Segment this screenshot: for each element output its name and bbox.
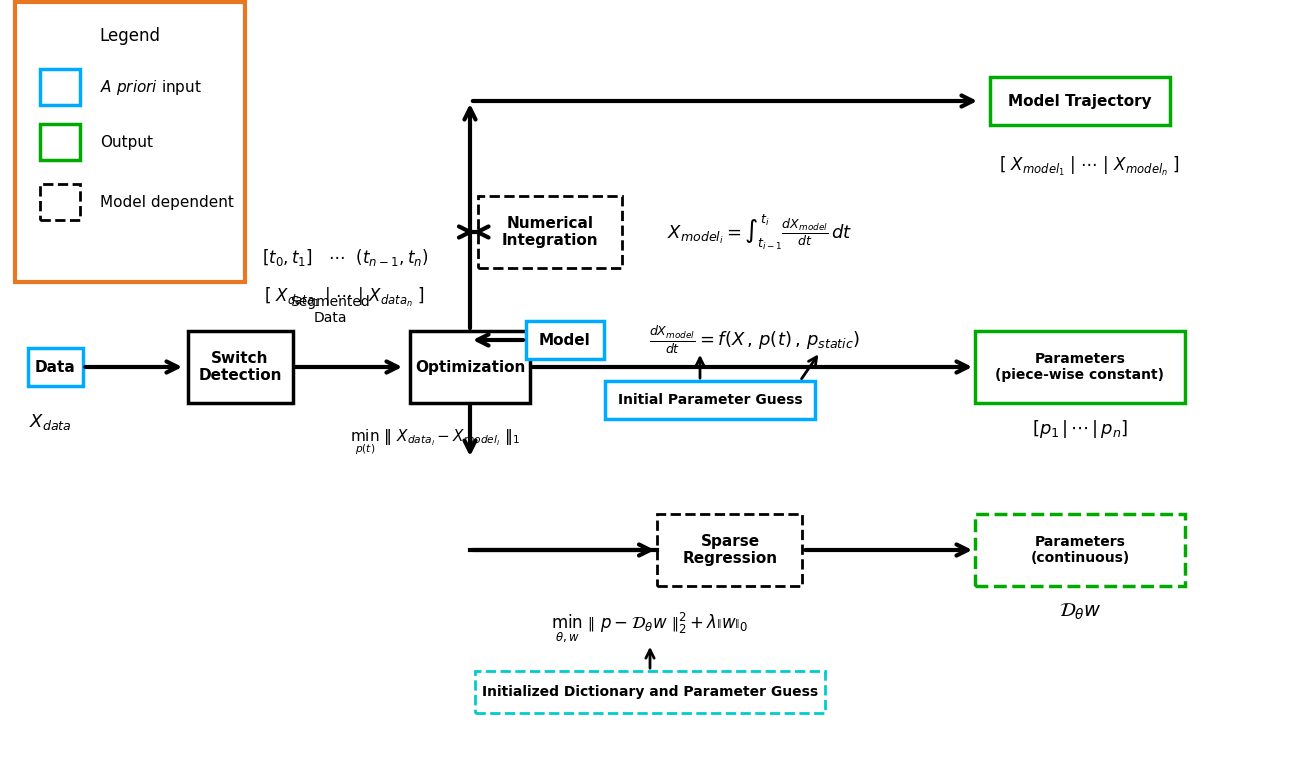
FancyBboxPatch shape — [477, 196, 622, 268]
Text: Model dependent: Model dependent — [100, 194, 234, 210]
Text: Numerical
Integration: Numerical Integration — [502, 216, 598, 248]
FancyBboxPatch shape — [475, 671, 825, 713]
Text: $[\ X_{data_1}\ |\ \cdots\ |\ X_{data_n}\ ]$: $[\ X_{data_1}\ |\ \cdots\ |\ X_{data_n}… — [264, 286, 425, 309]
Text: $\frac{dX_{model}}{dt} = f(X\,,\,p(t)\,,\,p_{static})$: $\frac{dX_{model}}{dt} = f(X\,,\,p(t)\,,… — [649, 324, 860, 356]
Text: Sparse
Regression: Sparse Regression — [683, 534, 778, 566]
Text: Output: Output — [100, 135, 154, 149]
Text: Switch
Detection: Switch Detection — [198, 351, 282, 383]
Text: Legend: Legend — [99, 27, 160, 45]
Text: Model: Model — [539, 332, 591, 347]
Text: Parameters
(piece-wise constant): Parameters (piece-wise constant) — [995, 352, 1164, 382]
FancyBboxPatch shape — [16, 2, 245, 282]
Text: $\mathcal{D}_\theta w$: $\mathcal{D}_\theta w$ — [1059, 602, 1102, 622]
FancyBboxPatch shape — [605, 381, 814, 419]
FancyBboxPatch shape — [40, 184, 79, 220]
FancyBboxPatch shape — [187, 331, 293, 403]
FancyBboxPatch shape — [410, 331, 530, 403]
Text: $\underset{p(t)}{\min}\ \left\|\ X_{data_i} - X_{model_i}\ \right\|_1$: $\underset{p(t)}{\min}\ \left\|\ X_{data… — [350, 427, 520, 456]
FancyBboxPatch shape — [27, 348, 82, 386]
Text: Parameters
(continuous): Parameters (continuous) — [1030, 535, 1129, 565]
FancyBboxPatch shape — [974, 331, 1185, 403]
FancyBboxPatch shape — [974, 514, 1185, 586]
Text: $X_{model_i} = \int_{t_{i-1}}^{t_i} \frac{dX_{model}}{dt}\,dt$: $X_{model_i} = \int_{t_{i-1}}^{t_i} \fra… — [667, 213, 852, 251]
Text: $X_{data}$: $X_{data}$ — [29, 412, 72, 432]
Text: $\it{A\ priori}$ input: $\it{A\ priori}$ input — [100, 78, 202, 97]
FancyBboxPatch shape — [40, 69, 79, 105]
FancyBboxPatch shape — [40, 124, 79, 160]
Text: Initial Parameter Guess: Initial Parameter Guess — [618, 393, 803, 407]
Text: Initialized Dictionary and Parameter Guess: Initialized Dictionary and Parameter Gue… — [481, 685, 818, 699]
Text: $[p_1\,|\,\cdots\,|\,p_n]$: $[p_1\,|\,\cdots\,|\,p_n]$ — [1032, 418, 1128, 440]
Text: Segmented
Data: Segmented Data — [290, 295, 369, 325]
Text: Model Trajectory: Model Trajectory — [1008, 94, 1151, 108]
Text: $[\ X_{model_1}\ |\ \cdots\ |\ X_{model_n}\ ]$: $[\ X_{model_1}\ |\ \cdots\ |\ X_{model_… — [999, 155, 1180, 178]
Text: Optimization: Optimization — [415, 360, 526, 374]
FancyBboxPatch shape — [657, 514, 803, 586]
Text: Data: Data — [35, 360, 75, 374]
Text: $[t_0, t_1]\ \ \ \cdots\ \ (t_{n-1}, t_n)$: $[t_0, t_1]\ \ \ \cdots\ \ (t_{n-1}, t_n… — [262, 246, 428, 267]
FancyBboxPatch shape — [990, 77, 1170, 125]
FancyBboxPatch shape — [526, 321, 604, 359]
Text: $\underset{\theta,w}{\min}\ \left\|\ p - \mathcal{D}_\theta w\ \right\|_2^2 + \l: $\underset{\theta,w}{\min}\ \left\|\ p -… — [552, 610, 748, 644]
